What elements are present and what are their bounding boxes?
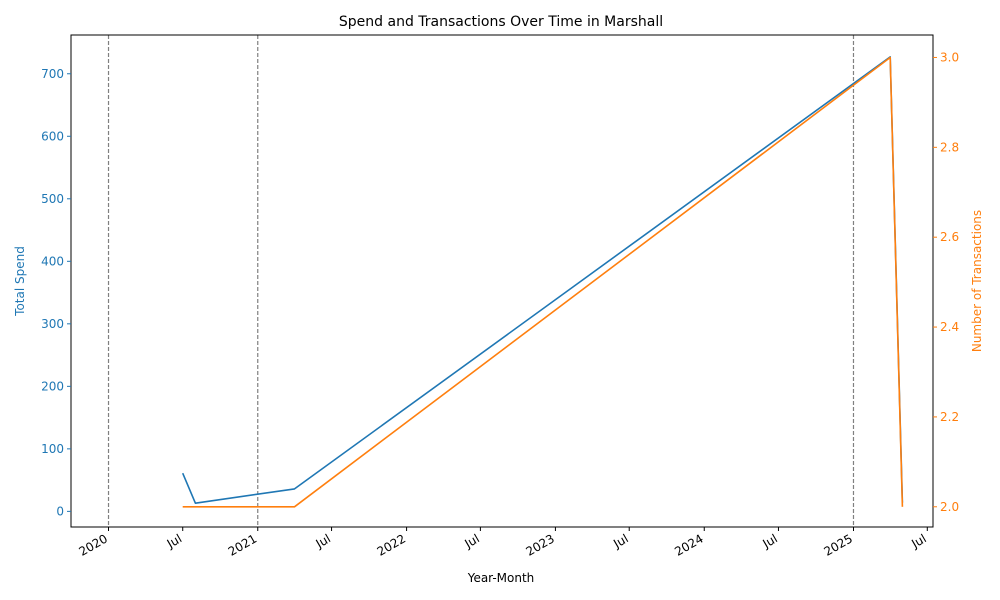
x-tick-label: 2021 <box>226 531 259 558</box>
transactions-point <box>889 57 891 59</box>
chart-title: Spend and Transactions Over Time in Mars… <box>339 14 663 30</box>
x-tick-label: 2022 <box>375 531 408 558</box>
right-y-tick-label: 2.4 <box>940 320 959 334</box>
transactions-point <box>294 506 296 508</box>
x-tick-label: Jul <box>908 531 928 551</box>
x-axis: 2020 Jul 2021 Jul 2022 Jul 2023 Jul 2024 Jul 2025 J… <box>77 527 929 559</box>
right-y-tick-label: 3.0 <box>940 50 959 64</box>
left-y-tick-label: 200 <box>41 379 64 393</box>
left-y-tick-label: 500 <box>41 192 64 206</box>
x-tick-label: 2020 <box>77 531 110 558</box>
x-tick-label: 2024 <box>672 531 705 558</box>
spend-point <box>194 502 196 504</box>
right-y-tick-label: 2.6 <box>940 230 959 244</box>
plot-frame <box>70 34 934 528</box>
reference-lines <box>107 35 855 527</box>
series-layer <box>181 56 904 508</box>
spend-point <box>294 488 296 490</box>
left-y-tick-label: 0 <box>56 504 64 518</box>
transactions-point <box>902 506 904 508</box>
spend-line <box>181 56 904 505</box>
left-y-axis-title: Total Spend <box>13 246 27 317</box>
transactions-point <box>194 506 196 508</box>
left-y-tick-label: 400 <box>41 254 64 268</box>
right-y-tick-label: 2.0 <box>940 500 959 514</box>
transactions-line <box>182 56 904 508</box>
left-y-tick-label: 300 <box>41 317 64 331</box>
transactions-point <box>182 506 184 508</box>
right-y-axis: 2.0 2.2 2.4 2.6 2.8 3.0 <box>933 50 959 514</box>
spend-point <box>182 472 184 474</box>
x-tick-label: 2025 <box>822 531 855 558</box>
left-y-axis: 0 100 200 300 400 500 600 700 <box>41 67 71 518</box>
x-tick-label: Jul <box>313 531 333 551</box>
x-axis-title: Year-Month <box>467 571 535 585</box>
left-y-tick-label: 700 <box>41 67 64 81</box>
right-y-tick-label: 2.2 <box>940 410 959 424</box>
right-y-axis-title: Number of Transactions <box>970 210 984 352</box>
left-y-tick-label: 100 <box>41 442 64 456</box>
x-tick-label: Jul <box>760 531 780 551</box>
x-tick-label: Jul <box>461 531 481 551</box>
x-tick-label: 2023 <box>523 531 556 558</box>
x-tick-label: Jul <box>610 531 630 551</box>
left-y-tick-label: 600 <box>41 129 64 143</box>
x-tick-label: Jul <box>164 531 184 551</box>
right-y-tick-label: 2.8 <box>940 140 959 154</box>
